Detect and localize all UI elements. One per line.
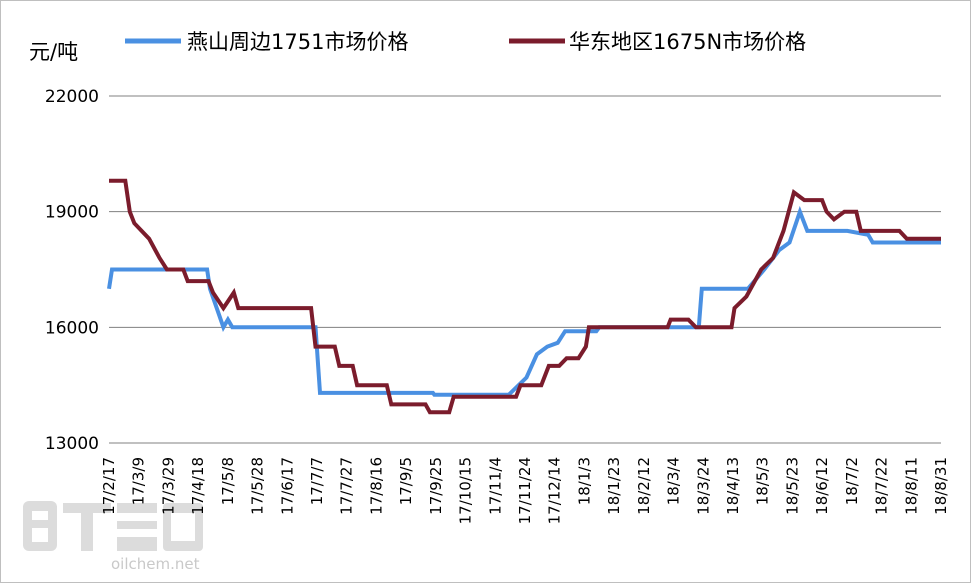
legend-label: 燕山周边1751市场价格 [187,30,408,54]
y-axis-unit-label: 元/吨 [29,40,78,64]
y-tick-label: 16000 [45,318,99,338]
x-tick-label: 18/4/13 [724,457,742,515]
x-tick-label: 17/8/16 [367,457,385,515]
x-tick-label: 18/1/23 [605,457,623,515]
x-axis: 17/2/17 17/3/9 17/3/29 17/4/18 17/5/8 17/5/28… [100,442,950,524]
legend-label: 华东地区1675N市场价格 [569,30,806,54]
x-tick-label: 17/4/18 [189,457,207,515]
x-tick-label: 18/8/11 [902,457,920,515]
x-tick-label: 18/2/12 [635,457,653,515]
x-tick-label: 17/11/4 [486,457,504,515]
x-tick-label: 18/3/4 [665,457,683,505]
x-tick-label: 17/2/17 [100,457,118,515]
x-tick-label: 17/3/29 [159,457,177,515]
x-tick-label: 17/11/24 [516,457,534,524]
x-tick-label: 18/5/3 [754,457,772,505]
series-line-1 [107,205,941,397]
watermark: oilchem.net [23,501,203,573]
series-line-2 [109,178,941,415]
watermark-logo-icon [23,501,203,551]
x-tick-label: 18/8/31 [932,457,950,515]
watermark-text: oilchem.net [111,555,200,573]
x-tick-label: 18/7/2 [843,457,861,505]
x-tick-label: 18/1/3 [575,457,593,505]
series-lines [107,178,941,415]
x-tick-label: 18/5/23 [783,457,801,515]
y-tick-label: 13000 [45,434,99,454]
x-tick-label: 18/7/22 [873,457,891,515]
x-tick-label: 18/6/12 [813,457,831,515]
x-tick-label: 17/10/15 [457,457,475,524]
x-tick-label: 18/3/24 [694,457,712,515]
x-tick-label: 17/12/14 [546,457,564,524]
y-tick-label: 19000 [45,203,99,223]
x-tick-label: 17/9/5 [397,457,415,505]
x-tick-label: 17/3/9 [130,457,148,505]
x-tick-label: 17/5/28 [249,457,267,515]
x-tick-label: 17/6/17 [278,457,296,515]
x-tick-label: 17/5/8 [219,457,237,505]
x-tick-label: 17/9/25 [427,457,445,515]
x-tick-label: 17/7/27 [338,457,356,515]
x-tick-label: 17/7/7 [308,457,326,505]
y-axis-ticks: 22000 19000 16000 13000 [45,87,99,454]
legend: 燕山周边1751市场价格 华东地区1675N市场价格 [125,30,806,54]
y-tick-label: 22000 [45,87,99,107]
